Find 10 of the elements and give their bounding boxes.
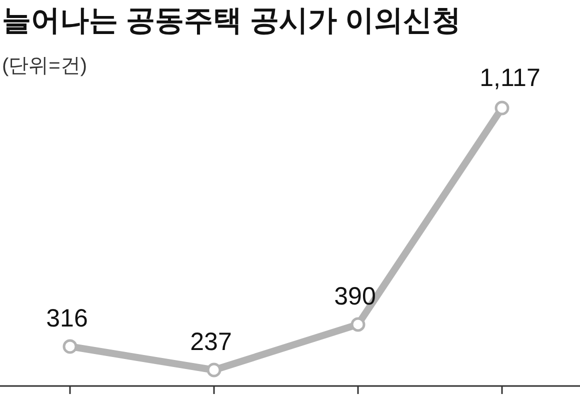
- point: [350, 317, 366, 332]
- point: [494, 100, 510, 116]
- label: 316: [46, 304, 88, 332]
- label: 390: [334, 282, 376, 310]
- point: [62, 339, 78, 354]
- label: 237: [190, 328, 232, 356]
- title: 늘어나는 공동주택 공시가 이의신청: [2, 5, 462, 37]
- label: 1,117: [480, 64, 540, 92]
- point: [206, 362, 222, 378]
- subtitle: (단위=건): [2, 55, 87, 77]
